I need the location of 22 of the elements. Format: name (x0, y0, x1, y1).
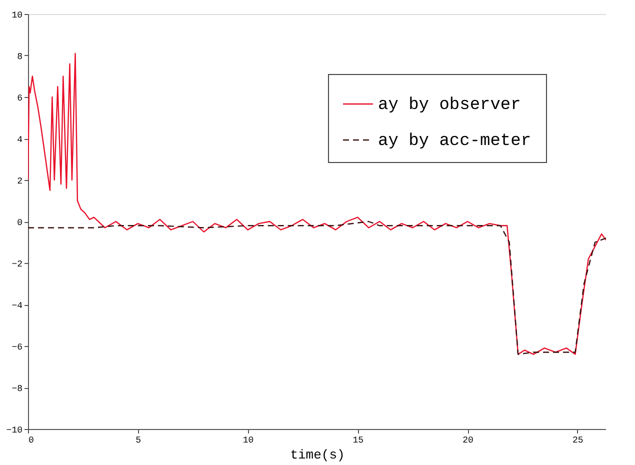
y-tick-label: −6 (12, 342, 22, 352)
x-tick-label: 25 (572, 436, 584, 446)
x-tick-label: 20 (462, 436, 474, 446)
y-tick-label: 6 (17, 94, 22, 104)
y-tick-label: −8 (12, 384, 22, 394)
y-tick-label: 4 (17, 135, 22, 145)
legend-label: ay by acc-meter (378, 132, 532, 151)
y-tick-label: 10 (12, 10, 22, 20)
y-tick-label: −4 (12, 301, 22, 311)
x-axis-title: time(s) (290, 448, 345, 462)
x-tick-label: 0 (28, 436, 34, 446)
y-tick-label: 8 (17, 52, 22, 62)
y-tick-label: 0 (17, 218, 22, 228)
line-series (28, 220, 606, 355)
x-tick-label: 5 (136, 436, 142, 446)
line-series (28, 52, 606, 355)
y-tick-label: 2 (17, 176, 22, 186)
y-tick-label: −2 (12, 260, 22, 270)
legend-label: ay by observer (378, 96, 521, 115)
y-tick-label: −10 (6, 426, 22, 436)
x-tick-label: 15 (352, 436, 364, 446)
x-tick-label: 10 (242, 436, 254, 446)
